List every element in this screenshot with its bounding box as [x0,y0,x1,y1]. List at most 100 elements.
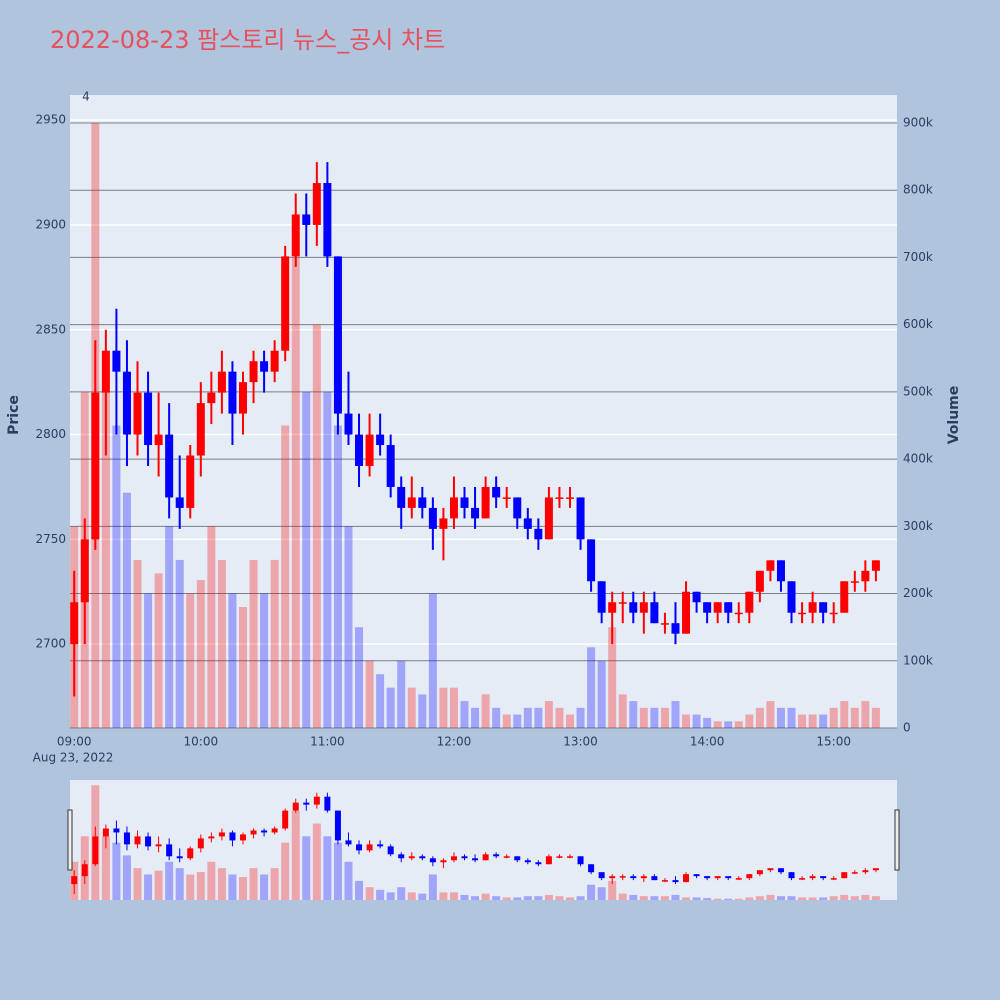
nav-candle-body [197,838,204,849]
annotation: 4 [82,90,90,104]
nav-volume-bar [397,887,406,900]
volume-bar [449,687,458,728]
x-sublabel: Aug 23, 2022 [33,751,114,765]
candle-body [238,382,247,414]
candle-body [555,497,564,499]
nav-volume-bar [861,894,870,900]
candle-body [808,602,817,613]
nav-candle-body [514,856,521,861]
nav-candle-body [714,876,721,879]
nav-volume-bar [565,897,574,900]
nav-volume-bar [376,889,385,900]
volume-bar [829,707,838,728]
candle-body [745,591,754,613]
volume-bar [745,714,754,728]
nav-volume-bar [597,887,606,900]
nav-candle-body [767,868,774,871]
candle-body [207,392,216,404]
x-tick-label: 15:00 [816,735,851,749]
candle-body [355,434,364,466]
nav-volume-bar [755,896,764,900]
candle-body [196,403,205,456]
candle-body [544,497,553,540]
nav-volume-bar [671,894,680,900]
nav-candle-body [134,836,141,845]
volume-bar [650,707,659,728]
volume-bar [376,674,385,728]
candle-body [766,560,775,571]
volume-bar [323,391,332,728]
nav-candle-body [535,862,542,865]
y2-tick-label: 700k [903,250,933,264]
candle-body [70,602,79,645]
nav-volume-bar [217,868,226,900]
nav-candle-body [640,876,647,879]
nav-volume-bar [133,868,142,900]
candle-body [449,497,458,519]
candle-body [565,497,574,499]
volume-bar [133,559,142,728]
volume-bar [755,707,764,728]
candle-body [513,497,522,519]
x-tick-label: 11:00 [310,735,345,749]
candle-body [312,183,321,225]
candle-body [186,455,195,508]
nav-volume-bar [291,810,300,900]
candle-body [397,486,406,508]
volume-bar [418,694,427,728]
volume-bar [460,701,469,728]
nav-candle-body [851,872,858,874]
plot-area [70,95,897,728]
nav-candle-body [123,832,130,845]
range-handle[interactable] [894,809,900,871]
candle-body [618,602,627,604]
candle-body [260,361,269,372]
volume-bar [692,714,701,728]
y2-axis-title: Volume [946,386,962,445]
y2-tick-label: 0 [903,721,911,735]
nav-candle-body [239,834,246,841]
nav-volume-bar [407,892,416,900]
nav-volume-bar [724,898,733,900]
x-tick-label: 13:00 [563,735,598,749]
volume-bar [819,714,828,728]
candle-body [291,214,300,257]
volume-bar [682,714,691,728]
nav-candle-body [683,874,690,883]
nav-candle-body [545,856,552,865]
volume-bar [850,707,859,728]
candle-body [597,581,606,613]
nav-candle-body [862,870,869,873]
nav-volume-bar [734,898,743,900]
chart-title: 2022-08-23 팜스토리 뉴스_공시 차트 [50,26,445,54]
range-slider[interactable] [70,780,897,900]
nav-volume-bar [798,897,807,900]
nav-volume-bar [249,868,258,900]
nav-volume-bar [608,880,617,900]
nav-candle-body [524,860,531,863]
range-handle[interactable] [67,809,73,871]
candle-body [587,539,596,582]
volume-bar [355,627,364,728]
volume-bar [639,707,648,728]
nav-candle-body [387,846,394,855]
volume-bar [175,559,184,728]
nav-candle-body [661,880,668,882]
y-tick-label: 2750 [35,532,66,546]
volume-bar [144,593,153,728]
nav-candle-body [313,796,320,805]
nav-volume-bar [829,896,838,900]
volume-bar [154,573,163,728]
nav-candle-body [756,870,763,875]
volume-bar [333,425,342,728]
nav-volume-bar [850,896,859,900]
volume-bar [207,526,216,728]
y2-tick-label: 500k [903,384,933,398]
nav-volume-bar [449,892,458,900]
volume-bar [386,687,395,728]
y-tick-label: 2850 [35,322,66,336]
nav-candle-body [482,854,489,861]
nav-volume-bar [439,892,448,900]
volume-bar [776,707,785,728]
candle-body [850,581,859,583]
